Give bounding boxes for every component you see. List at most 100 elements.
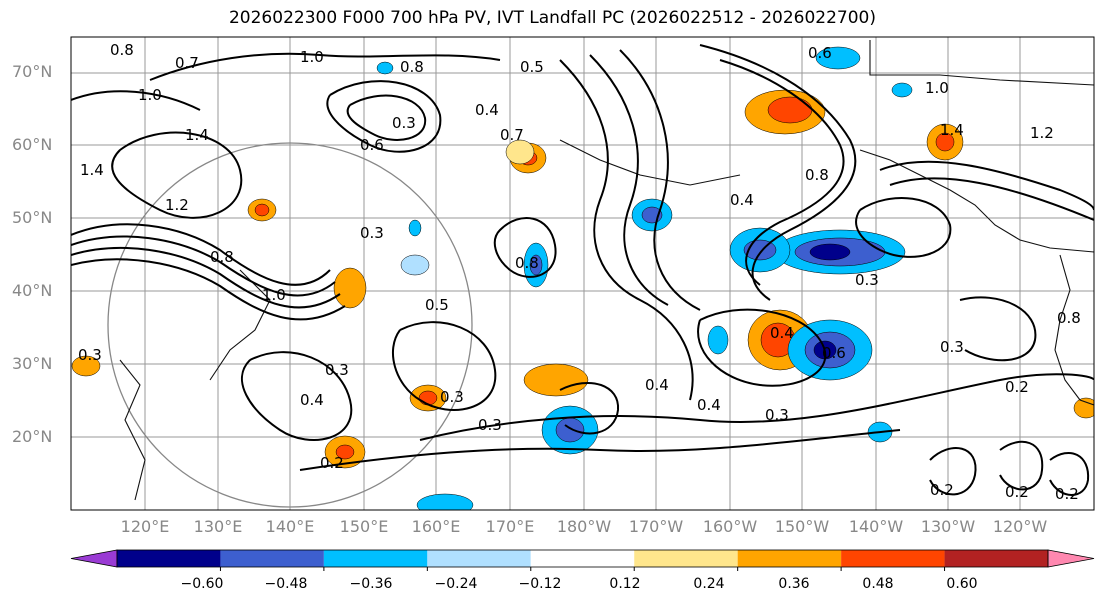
contour-label: 0.3 [360, 224, 384, 242]
colorbar-segment [634, 550, 738, 567]
colorbar-segment [220, 550, 324, 567]
contour-labels: 0.7 1.0 0.8 0.5 0.6 0.8 1.0 1.4 1.4 1.2 … [78, 41, 1081, 503]
lon-label: 180°W [556, 517, 612, 536]
pc-shaded-region [809, 243, 851, 261]
contour-label: 1.0 [925, 79, 949, 97]
great-circle [107, 142, 473, 508]
contour-label: 0.4 [770, 324, 794, 342]
colorbar-tick-label: −0.48 [264, 576, 308, 592]
contour-label: 0.4 [300, 391, 324, 409]
colorbar-segment [323, 550, 428, 567]
lat-label: 40°N [12, 281, 53, 300]
shaded-pc-regions [71, 46, 1094, 510]
map-frame [70, 36, 1095, 511]
contour-label: 0.3 [765, 406, 789, 424]
contour-label: 1.2 [165, 196, 189, 214]
pc-shaded-region [707, 325, 729, 355]
contour-label: 0.6 [808, 44, 832, 62]
lat-label: 20°N [12, 427, 53, 446]
lon-label: 150°W [774, 517, 830, 536]
contour-label: 1.0 [262, 286, 286, 304]
contour-label: 1.4 [185, 126, 209, 144]
colorbar-tick-label: −0.60 [180, 576, 224, 592]
colorbar-segment [737, 550, 842, 567]
pc-shaded-region [891, 82, 913, 98]
colorbar-tick-label: −0.36 [349, 576, 393, 592]
contour-label: 0.6 [822, 344, 846, 362]
lon-label: 120°W [992, 517, 1048, 536]
colorbar-tick-label: −0.12 [518, 576, 562, 592]
pc-shaded-region [333, 267, 367, 309]
pc-shaded-region [416, 493, 474, 510]
contour-label: 0.3 [940, 338, 964, 356]
contour-label: 0.8 [110, 41, 134, 59]
contour-label: 0.3 [325, 361, 349, 379]
contour-label: 0.2 [1005, 378, 1029, 396]
coastlines [119, 40, 1094, 501]
contour-label: 0.2 [930, 481, 954, 499]
colorbar-segment [530, 550, 635, 567]
contour-label: 0.3 [392, 114, 416, 132]
lat-label: 30°N [12, 354, 53, 373]
contour-label: 0.4 [697, 396, 721, 414]
contour-label: 1.0 [300, 48, 324, 66]
colorbar [70, 549, 1095, 571]
pc-shaded-region [767, 96, 813, 124]
colorbar-outline [116, 549, 1049, 568]
contour-label: 0.3 [478, 416, 502, 434]
pc-shaded-region [376, 61, 394, 75]
colorbar-segment [944, 550, 1048, 567]
lon-label: 130°W [920, 517, 976, 536]
contour-label: 0.8 [515, 254, 539, 272]
lon-label: 120°E [120, 517, 170, 536]
pc-shaded-region [505, 139, 535, 165]
pv-contours [71, 44, 1094, 496]
contour-label: 0.6 [360, 136, 384, 154]
lon-label: 160°E [411, 517, 461, 536]
colorbar-tick-label: 0.12 [609, 576, 641, 592]
pc-shaded-region [529, 254, 543, 276]
pc-shaded-region [400, 254, 430, 276]
pc-shaded-region [408, 219, 422, 237]
lon-label: 170°W [628, 517, 684, 536]
colorbar-segment [117, 550, 221, 567]
contour-label: 0.8 [1057, 309, 1081, 327]
pc-shaded-region [254, 203, 270, 217]
contour-label: 1.4 [940, 121, 964, 139]
lon-label: 130°E [193, 517, 243, 536]
map-title: 2026022300 F000 700 hPa PV, IVT Landfall… [228, 8, 876, 28]
colorbar-tick-label: −0.24 [434, 576, 478, 592]
contour-label: 0.7 [500, 126, 524, 144]
pc-shaded-region [71, 355, 101, 377]
lon-label: 150°E [339, 517, 389, 536]
contour-label: 0.4 [475, 101, 499, 119]
colorbar-tick-label: 0.48 [862, 576, 894, 592]
contour-label: 0.8 [400, 58, 424, 76]
contour-label: 0.2 [1055, 485, 1079, 503]
colorbar-segment [841, 550, 945, 567]
colorbar-tick-label: 0.24 [693, 576, 725, 592]
colorbar-tick-label: 0.60 [946, 576, 978, 592]
pc-shaded-region [935, 132, 955, 152]
lon-label: 140°E [265, 517, 315, 536]
contour-label: 1.4 [80, 161, 104, 179]
pc-shaded-region [523, 363, 589, 397]
lon-label: 140°W [848, 517, 904, 536]
colorbar-tick-label: 0.36 [778, 576, 810, 592]
contour-label: 0.4 [645, 376, 669, 394]
pc-shaded-region [815, 46, 861, 70]
contour-label: 0.4 [730, 191, 754, 209]
lon-label: 170°E [485, 517, 535, 536]
contour-label: 1.0 [138, 86, 162, 104]
contour-label: 0.8 [805, 166, 829, 184]
colorbar-extend-max [1047, 549, 1095, 568]
contour-label: 0.8 [210, 248, 234, 266]
pc-shaded-region [335, 444, 355, 460]
lat-label: 60°N [12, 135, 53, 154]
contour-label: 0.2 [1005, 483, 1029, 501]
lon-label: 160°W [702, 517, 758, 536]
contour-label: 0.5 [520, 58, 544, 76]
contour-label: 0.7 [175, 54, 199, 72]
pc-shaded-region [555, 417, 585, 443]
